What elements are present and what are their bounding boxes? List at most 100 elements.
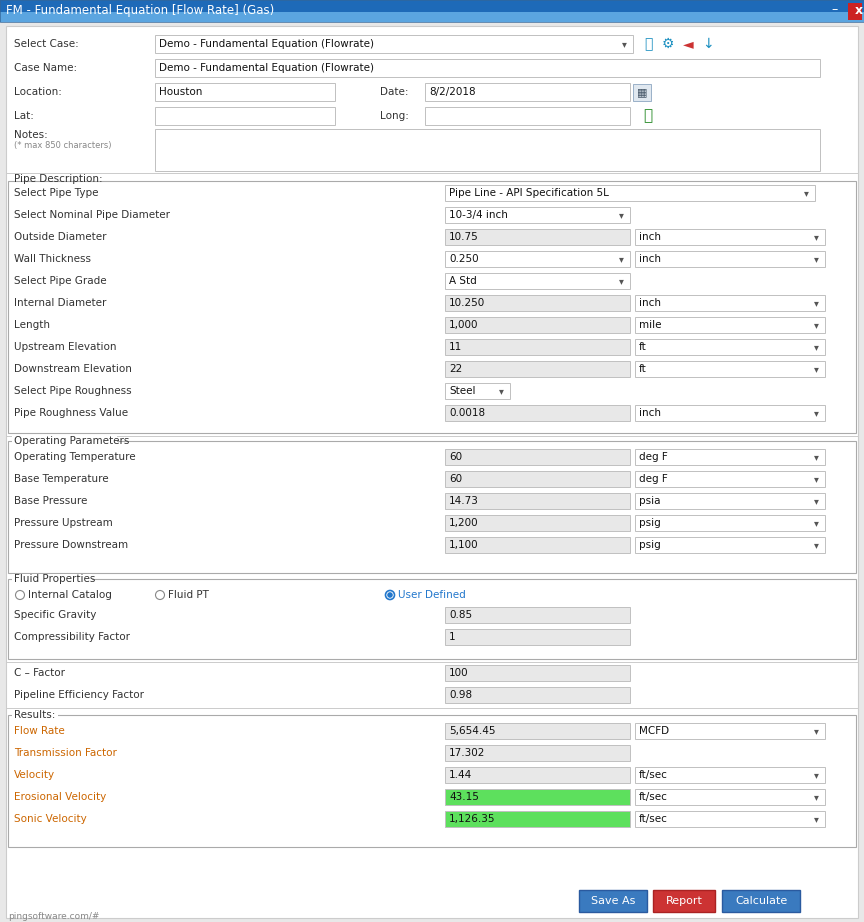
Text: 1,100: 1,100	[449, 540, 479, 550]
Bar	[635, 789, 825, 805]
Text: 0.85: 0.85	[449, 610, 472, 620]
Text: ▾: ▾	[814, 770, 818, 780]
Text: Sonic Velocity: Sonic Velocity	[14, 814, 86, 824]
Circle shape	[385, 590, 395, 599]
Text: 22: 22	[449, 364, 462, 374]
Bar	[155, 59, 820, 77]
Bar	[635, 767, 825, 783]
Text: ▾: ▾	[619, 210, 624, 220]
Bar	[425, 83, 630, 101]
Text: ft: ft	[639, 364, 647, 374]
Bar	[12, 710, 58, 720]
Bar	[445, 493, 630, 509]
Bar	[445, 537, 630, 553]
Bar	[635, 723, 825, 739]
Text: Steel: Steel	[449, 386, 475, 396]
Text: psia: psia	[639, 496, 660, 506]
Bar	[635, 295, 825, 311]
Text: Pressure Upstream: Pressure Upstream	[14, 518, 112, 528]
Text: psig: psig	[639, 518, 661, 528]
Text: ▾: ▾	[814, 814, 818, 824]
Text: Internal Catalog: Internal Catalog	[28, 590, 111, 600]
Bar	[6, 173, 858, 174]
Text: inch: inch	[639, 232, 661, 242]
Bar	[633, 84, 651, 101]
Bar	[6, 436, 858, 437]
Bar	[445, 515, 630, 531]
Bar	[445, 295, 630, 311]
Bar	[579, 890, 647, 912]
Text: Compressibility Factor: Compressibility Factor	[14, 632, 130, 642]
Text: Wall Thickness: Wall Thickness	[14, 254, 91, 264]
Text: 10-3/4 inch: 10-3/4 inch	[449, 210, 508, 220]
Text: Fluid Properties: Fluid Properties	[14, 574, 95, 584]
Bar	[445, 339, 630, 355]
Bar	[445, 687, 630, 703]
Text: deg F: deg F	[639, 474, 668, 484]
Text: ▦: ▦	[637, 87, 647, 97]
Text: Select Case:: Select Case:	[14, 39, 79, 49]
Text: ▾: ▾	[814, 452, 818, 462]
Bar	[635, 449, 825, 465]
Text: mile: mile	[639, 320, 662, 330]
Bar	[445, 811, 630, 827]
Bar	[445, 185, 815, 201]
Bar	[6, 662, 858, 663]
Text: Report: Report	[665, 896, 702, 906]
Bar	[8, 715, 856, 847]
Text: Operating Temperature: Operating Temperature	[14, 452, 136, 462]
Bar	[155, 83, 335, 101]
Text: 0.0018: 0.0018	[449, 408, 485, 418]
Text: ▾: ▾	[814, 342, 818, 352]
Text: Select Nominal Pipe Diameter: Select Nominal Pipe Diameter	[14, 210, 170, 220]
Text: ▾: ▾	[814, 254, 818, 264]
Text: FM - Fundamental Equation [Flow Rate] (Gas): FM - Fundamental Equation [Flow Rate] (G…	[6, 5, 274, 18]
Text: x: x	[855, 5, 863, 18]
Text: deg F: deg F	[639, 452, 668, 462]
Text: 11: 11	[449, 342, 462, 352]
Text: inch: inch	[639, 254, 661, 264]
Bar	[12, 574, 92, 584]
Bar	[722, 890, 800, 912]
Text: Pipeline Efficiency Factor: Pipeline Efficiency Factor	[14, 690, 144, 700]
Text: ▾: ▾	[814, 320, 818, 330]
Text: Select Pipe Type: Select Pipe Type	[14, 188, 98, 198]
Text: ft: ft	[639, 342, 647, 352]
Bar	[0, 0, 864, 22]
Text: inch: inch	[639, 298, 661, 308]
Bar	[445, 723, 630, 739]
Bar	[0, 0, 864, 12]
Text: Pipe Roughness Value: Pipe Roughness Value	[14, 408, 128, 418]
Text: 17.302: 17.302	[449, 748, 486, 758]
Text: Operating Parameters: Operating Parameters	[14, 436, 130, 446]
Text: ⛯: ⛯	[644, 37, 652, 51]
Text: ▾: ▾	[814, 298, 818, 308]
Text: 1,200: 1,200	[449, 518, 479, 528]
Bar	[848, 3, 862, 20]
Text: A Std: A Std	[449, 276, 477, 286]
Text: ▾: ▾	[814, 474, 818, 484]
Text: ▾: ▾	[814, 232, 818, 242]
Bar	[635, 471, 825, 487]
Text: ▾: ▾	[621, 39, 626, 49]
Bar	[635, 251, 825, 267]
Bar	[445, 665, 630, 681]
Bar	[445, 229, 630, 245]
Text: 60: 60	[449, 474, 462, 484]
Text: Base Pressure: Base Pressure	[14, 496, 87, 506]
Text: Notes:: Notes:	[14, 130, 48, 140]
Text: 1: 1	[449, 632, 455, 642]
Bar	[155, 35, 633, 53]
Text: Fluid PT: Fluid PT	[168, 590, 209, 600]
Text: 8/2/2018: 8/2/2018	[429, 87, 475, 97]
Text: 📍: 📍	[644, 109, 652, 124]
Text: ▾: ▾	[619, 276, 624, 286]
Text: Results:: Results:	[14, 710, 55, 720]
Text: Downstream Elevation: Downstream Elevation	[14, 364, 132, 374]
Bar	[635, 317, 825, 333]
Bar	[445, 471, 630, 487]
Text: ▾: ▾	[814, 518, 818, 528]
Circle shape	[16, 590, 24, 599]
Text: 10.250: 10.250	[449, 298, 486, 308]
Text: Save As: Save As	[591, 896, 635, 906]
